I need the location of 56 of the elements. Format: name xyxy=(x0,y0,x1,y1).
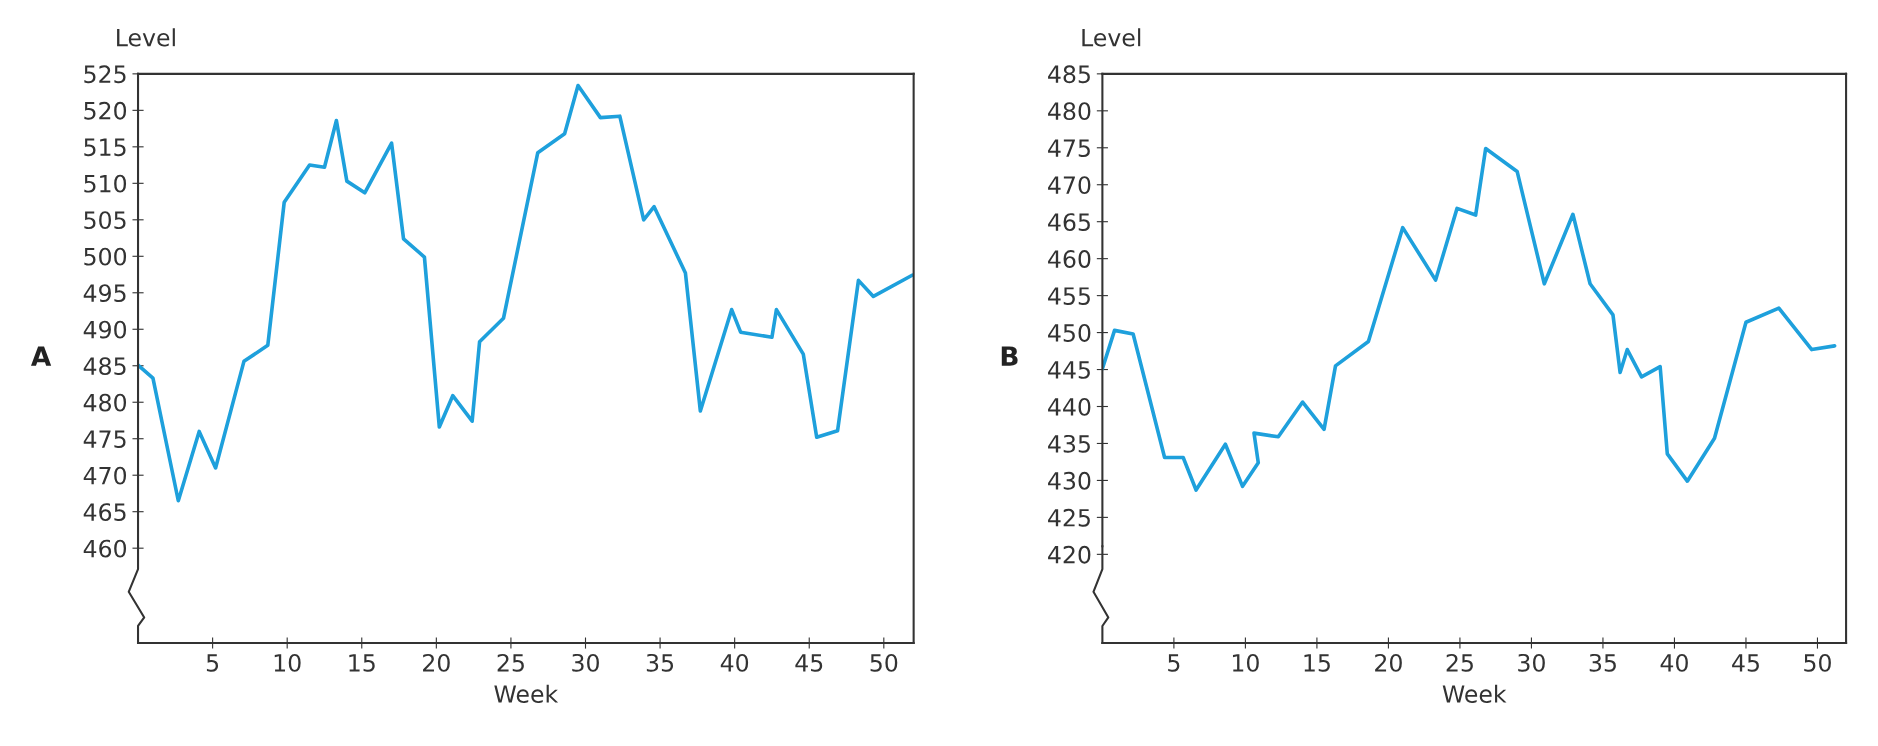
x-tick-label: 20 xyxy=(1375,653,1402,672)
y-tick-label: 430 xyxy=(1048,471,1091,490)
line-series xyxy=(138,83,914,503)
x-tick-label: 50 xyxy=(870,653,898,672)
x-tick-label: 45 xyxy=(795,654,823,672)
x-tick-label: 15 xyxy=(1304,654,1330,672)
y-tick-label: 510 xyxy=(84,174,127,193)
x-tick-label: 15 xyxy=(349,654,375,672)
x-tick-label: 40 xyxy=(720,653,749,672)
y-tick-label: 450 xyxy=(1048,324,1091,342)
y-tick-label: 480 xyxy=(83,393,127,412)
y-tick-label: 475 xyxy=(83,430,126,449)
y-tick-label: 455 xyxy=(1048,287,1090,305)
y-tick-label: 465 xyxy=(83,503,126,521)
y-tick-label: 500 xyxy=(84,247,127,266)
y-tick-label: 440 xyxy=(1048,397,1091,416)
y-tick-label: 470 xyxy=(1048,176,1091,195)
y-axis-title: Level xyxy=(1082,28,1141,47)
y-tick-label: 505 xyxy=(84,211,126,230)
x-tick-label: 25 xyxy=(1446,653,1473,672)
x-tick-label: 10 xyxy=(274,653,301,672)
x-tick-label: 30 xyxy=(1518,653,1545,672)
y-tick-label: 420 xyxy=(1048,545,1091,564)
x-axis-title: Week xyxy=(1442,684,1507,703)
text: B xyxy=(1001,346,1018,366)
y-tick-label: 495 xyxy=(83,284,126,303)
x-tick-label: 45 xyxy=(1732,654,1759,672)
x-tick-label: 10 xyxy=(1232,653,1259,672)
y-tick-label: 485 xyxy=(83,357,126,376)
text: A xyxy=(31,346,52,366)
y-tick-label: 460 xyxy=(1048,250,1091,268)
y-axis-title: Level xyxy=(117,28,175,47)
y-tick-label: 520 xyxy=(84,101,127,120)
y-tick-label: 445 xyxy=(1048,361,1090,379)
x-tick-label: 20 xyxy=(423,653,450,672)
x-tick-label: 5 xyxy=(1168,654,1180,672)
y-tick-label: 475 xyxy=(1048,139,1090,158)
y-tick-label: 425 xyxy=(1048,508,1090,527)
x-tick-label: 30 xyxy=(572,653,599,672)
x-tick-label: 35 xyxy=(646,653,674,672)
x-tick-label: 25 xyxy=(497,653,524,672)
x-tick-label: 50 xyxy=(1804,653,1831,672)
y-tick-label: 485 xyxy=(1048,65,1090,84)
x-tick-label: 5 xyxy=(206,654,219,672)
y-tick-label: 470 xyxy=(83,466,127,485)
line-series xyxy=(1102,146,1837,492)
x-tick-label: 40 xyxy=(1660,653,1688,672)
y-tick-label: 465 xyxy=(1048,213,1090,231)
y-tick-label: 480 xyxy=(1048,102,1091,121)
y-tick-label: 515 xyxy=(84,138,126,157)
x-axis-title: Week xyxy=(494,684,559,703)
y-tick-label: 460 xyxy=(83,539,127,558)
y-tick-label: 525 xyxy=(84,65,126,84)
y-tick-label: 435 xyxy=(1048,434,1090,453)
x-tick-label: 35 xyxy=(1589,653,1616,672)
y-tick-label: 490 xyxy=(83,320,127,339)
